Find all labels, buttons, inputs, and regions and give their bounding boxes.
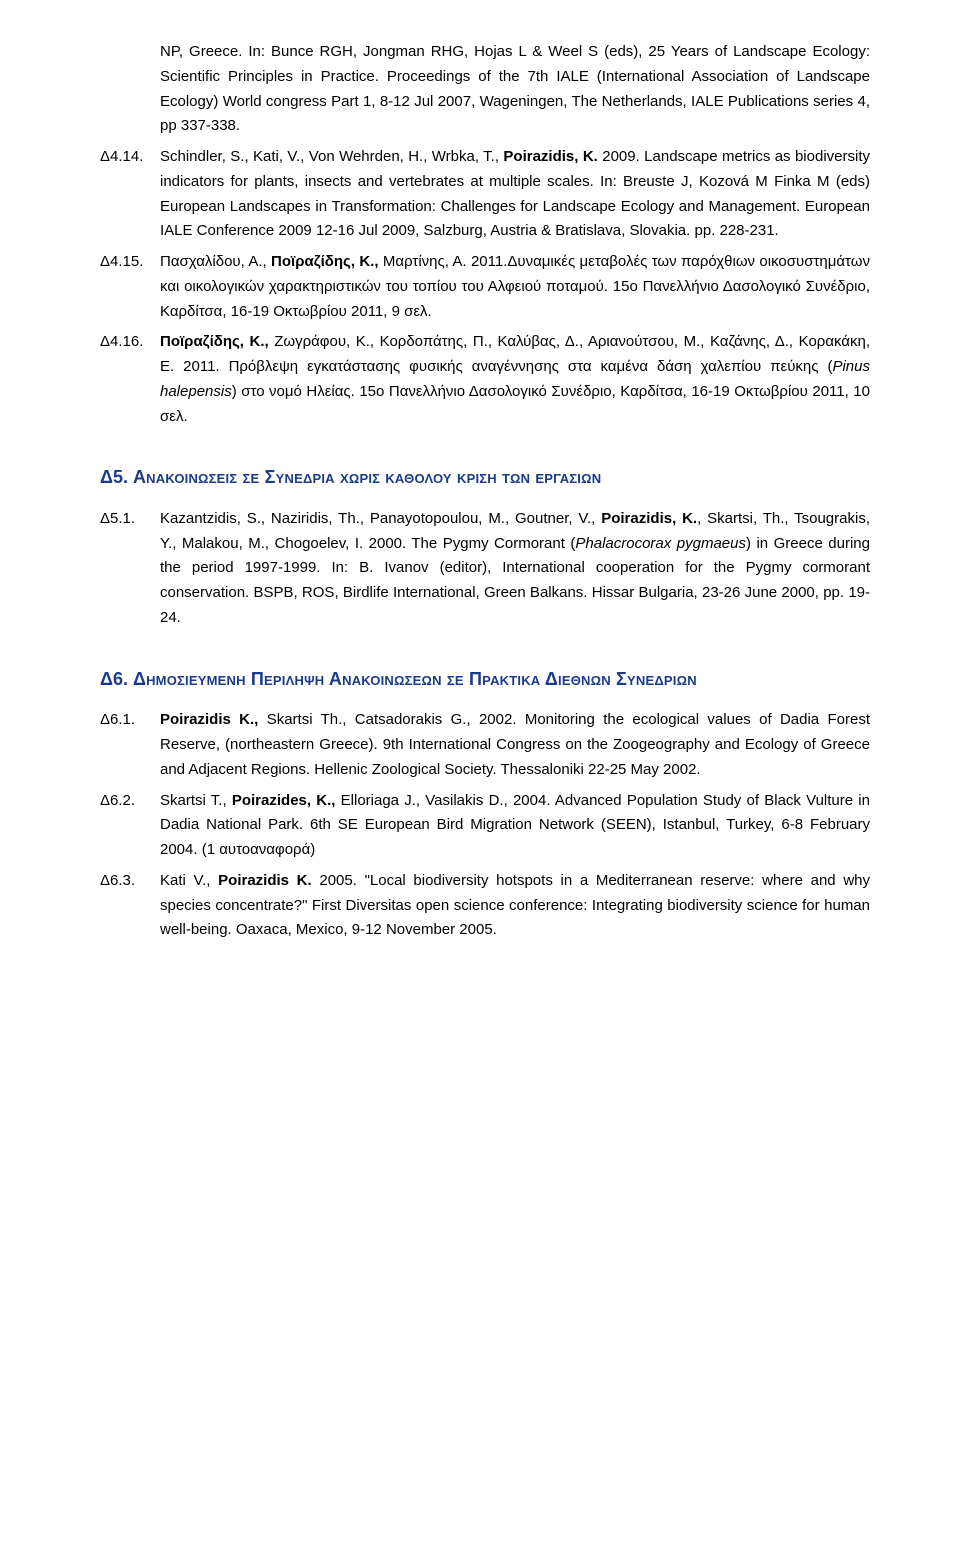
reference-label: Δ5.1.: [100, 507, 160, 631]
reference-label: Δ6.3.: [100, 869, 160, 943]
reference-label: Δ4.14.: [100, 145, 160, 244]
reference-entry: Δ4.14.Schindler, S., Kati, V., Von Wehrd…: [100, 145, 870, 244]
reference-entry: Δ5.1.Kazantzidis, S., Naziridis, Th., Pa…: [100, 507, 870, 631]
reference-label: Δ6.2.: [100, 789, 160, 863]
reference-entry: Δ6.3.Kati V., Poirazidis K. 2005. "Local…: [100, 869, 870, 943]
section-title: Δημοσιευμενη Περιληψη Ανακοινωσεων σε Πρ…: [133, 669, 697, 689]
reference-body: Kati V., Poirazidis K. 2005. "Local biod…: [160, 869, 870, 943]
section-heading-d6: Δ6. Δημοσιευμενη Περιληψη Ανακοινωσεων σ…: [100, 665, 870, 695]
reference-continuation: NP, Greece. In: Bunce RGH, Jongman RHG, …: [160, 40, 870, 139]
reference-body: Skartsi T., Poirazides, K., Elloriaga J.…: [160, 789, 870, 863]
reference-entry: Δ4.15.Πασχαλίδου, Α., Ποϊραζίδης, Κ., Μα…: [100, 250, 870, 324]
reference-entry: Δ6.1.Poirazidis K., Skartsi Th., Catsado…: [100, 708, 870, 782]
reference-body: Πασχαλίδου, Α., Ποϊραζίδης, Κ., Μαρτίνης…: [160, 250, 870, 324]
section-prefix: Δ6.: [100, 669, 133, 689]
reference-label: Δ4.16.: [100, 330, 160, 429]
reference-entry: Δ6.2.Skartsi T., Poirazides, K., Elloria…: [100, 789, 870, 863]
section-prefix: Δ5.: [100, 467, 133, 487]
reference-label: Δ4.15.: [100, 250, 160, 324]
reference-entry: Δ4.16.Ποϊραζίδης, Κ., Ζωγράφου, Κ., Κορδ…: [100, 330, 870, 429]
reference-body: Poirazidis K., Skartsi Th., Catsadorakis…: [160, 708, 870, 782]
reference-label: Δ6.1.: [100, 708, 160, 782]
section-title: Ανακοινωσεισ σε Συνεδρια χωρισ καθολου κ…: [133, 467, 601, 487]
reference-body: Kazantzidis, S., Naziridis, Th., Panayot…: [160, 507, 870, 631]
section-heading-d5: Δ5. Ανακοινωσεισ σε Συνεδρια χωρισ καθολ…: [100, 463, 870, 493]
reference-body: Ποϊραζίδης, Κ., Ζωγράφου, Κ., Κορδοπάτης…: [160, 330, 870, 429]
reference-body: Schindler, S., Kati, V., Von Wehrden, H.…: [160, 145, 870, 244]
